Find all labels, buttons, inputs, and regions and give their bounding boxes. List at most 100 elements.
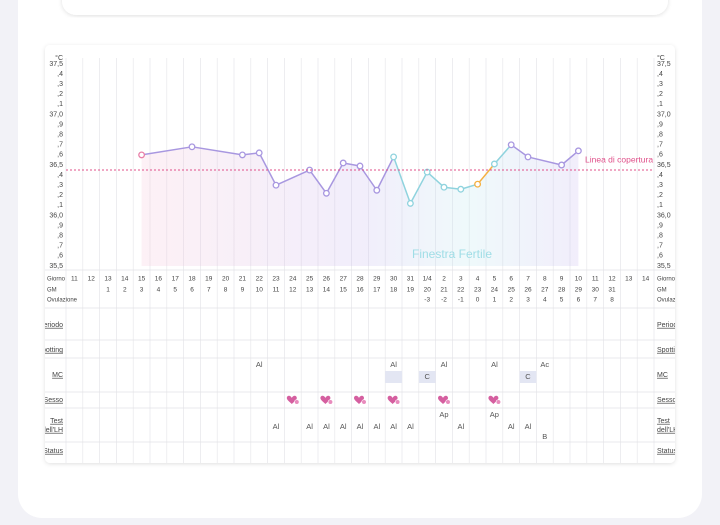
heart — [387, 395, 398, 404]
cell-text: Al — [357, 422, 364, 431]
fertile-label: Finestra Fertile — [412, 247, 492, 261]
y-tick-label: ,6 — [57, 253, 63, 260]
day-label: 11 — [592, 276, 599, 283]
day-label: 17 — [373, 287, 381, 294]
line-segment — [308, 169, 328, 194]
heart — [320, 395, 331, 404]
line-segment — [561, 150, 579, 166]
point — [356, 162, 364, 170]
day-label: 8 — [543, 276, 547, 283]
day-label: 27 — [541, 287, 549, 294]
cell-text: Al — [323, 422, 330, 431]
day-label: 3 — [140, 287, 144, 294]
cell-text: Al — [390, 422, 397, 431]
day-label: 28 — [356, 276, 364, 283]
line-segment — [493, 144, 512, 165]
y2-tick-label: ,3 — [657, 81, 663, 88]
day-label: 3 — [459, 276, 463, 283]
row-label: Sesso — [44, 397, 64, 404]
day-label: 11 — [273, 287, 280, 294]
row-label: Sesso — [657, 397, 677, 404]
day-label: 29 — [373, 276, 381, 283]
cell-text: Al — [306, 422, 313, 431]
y2-tick-label: ,1 — [657, 101, 663, 108]
row-label: Spotting — [37, 347, 63, 354]
day-label: 19 — [205, 276, 213, 283]
cell-text: Al — [373, 422, 380, 431]
cell-text: C — [525, 372, 531, 381]
y2-tick-label: ,9 — [657, 121, 663, 128]
row-label: Status — [43, 448, 63, 455]
point — [390, 153, 398, 161]
line-segment — [426, 171, 445, 188]
chart: 35,5 35,5 ,6 ,6 ,7 ,7 ,8 ,8 ,9 ,9 36,0 36,0 ,1 ,1 ,2 ,2… — [37, 54, 681, 463]
row-label: Ovulazione — [47, 298, 78, 304]
y-tick-label: ,2 — [57, 91, 63, 98]
y-tick-label: ,3 — [57, 81, 63, 88]
row-label: GM — [47, 288, 57, 294]
point — [188, 143, 196, 151]
point — [524, 153, 532, 161]
line-segment — [409, 171, 428, 204]
day-label: 27 — [340, 276, 348, 283]
y2-tick-label: ,9 — [657, 222, 663, 229]
row-label: Status — [657, 448, 677, 455]
cell-text: C — [424, 372, 430, 381]
cell-text: Al — [256, 360, 263, 369]
day-label: 28 — [558, 287, 566, 294]
day-label: 13 — [625, 276, 633, 283]
row-label: GM — [657, 288, 667, 294]
day-label: 7 — [593, 297, 597, 304]
day-label: 7 — [207, 287, 211, 294]
cell-text: Al — [390, 360, 397, 369]
y2-tick-label: ,7 — [657, 243, 663, 250]
point — [558, 161, 566, 169]
cell-text: B — [542, 432, 547, 441]
heart-dot — [327, 399, 334, 405]
day-label: 25 — [508, 287, 516, 294]
line-segment — [325, 162, 344, 194]
y-tick-label: ,7 — [57, 142, 63, 149]
heart-dot — [445, 399, 451, 405]
point — [457, 185, 465, 193]
cell-text: Al — [508, 422, 515, 431]
day-label: 15 — [138, 276, 146, 283]
day-label: -1 — [458, 297, 464, 304]
point — [255, 149, 263, 157]
y-tick-label: ,7 — [57, 243, 63, 250]
coverline-label: Linea di copertura — [585, 154, 653, 164]
heart-dot — [294, 399, 300, 405]
point — [322, 189, 330, 197]
day-label: 16 — [356, 287, 364, 294]
cell-text: Ac — [540, 360, 549, 369]
day-label: 30 — [592, 287, 600, 294]
day-label: 4 — [543, 297, 547, 304]
heart-dot — [495, 399, 502, 405]
day-label: 18 — [390, 287, 398, 294]
day-label: 5 — [493, 276, 497, 283]
day-label: 12 — [88, 276, 96, 283]
y2-tick-label: ,7 — [657, 142, 663, 149]
day-label: 31 — [608, 287, 616, 294]
row-label: Test — [50, 418, 63, 425]
line-segment — [191, 146, 243, 156]
day-label: 18 — [188, 276, 196, 283]
row-label: Periodo — [657, 322, 681, 329]
y2-tick-label: ,8 — [657, 132, 663, 139]
day-label: 26 — [323, 276, 331, 283]
day-label: -2 — [441, 297, 447, 304]
point — [474, 180, 482, 188]
day-label: 6 — [509, 276, 513, 283]
heart-dot — [395, 399, 401, 405]
day-label: 25 — [306, 276, 314, 283]
y-tick-label: ,3 — [57, 182, 63, 189]
point — [272, 181, 280, 189]
day-label: 5 — [560, 297, 564, 304]
line-segment — [258, 152, 277, 186]
day-label: 20 — [222, 276, 230, 283]
line-segment — [141, 146, 193, 156]
day-label: 16 — [155, 276, 163, 283]
day-label: -3 — [424, 297, 430, 304]
day-label: 29 — [575, 287, 583, 294]
